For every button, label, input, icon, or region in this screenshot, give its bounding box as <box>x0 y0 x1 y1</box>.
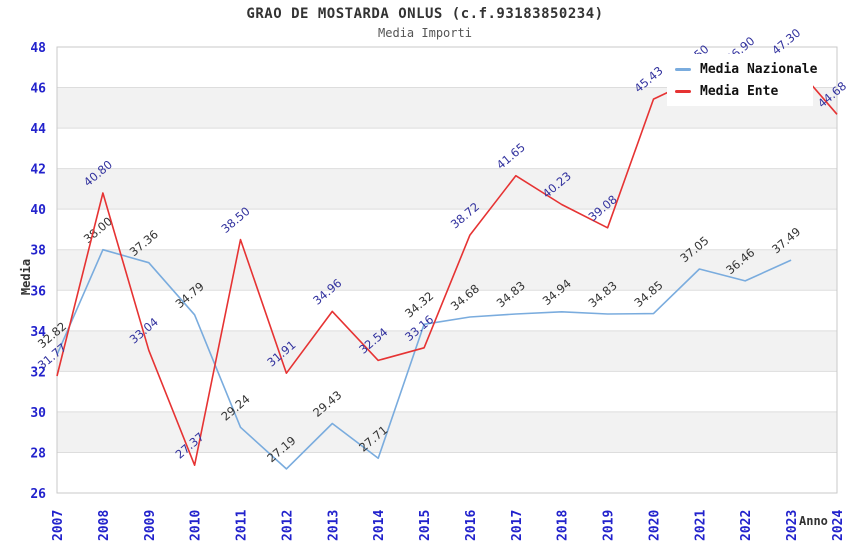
x-tick-label: 2015 <box>418 510 433 541</box>
plot-border <box>56 46 838 494</box>
x-tick-label: 2014 <box>372 510 387 541</box>
plot-band <box>57 168 837 210</box>
y-tick-label: 38 <box>30 244 46 259</box>
legend-item-label: Media Nazionale <box>700 61 818 77</box>
x-tick-label: 2017 <box>510 510 525 541</box>
y-tick-label: 46 <box>30 82 46 97</box>
series-line-nazionale <box>56 248 792 470</box>
x-tick-label: 2008 <box>97 510 112 541</box>
legend-swatch-icon <box>675 67 691 71</box>
chart-subtitle: Media Importi <box>378 26 472 40</box>
x-tick-label: 2007 <box>51 510 66 541</box>
y-tick-label: 36 <box>30 284 46 299</box>
x-tick-label: 2020 <box>647 510 662 541</box>
x-tick-label: 2009 <box>143 510 158 541</box>
y-tick-label: 30 <box>30 406 46 421</box>
x-tick-label: 2016 <box>464 510 479 541</box>
y-tick-label: 48 <box>30 41 46 56</box>
plot-band <box>57 290 837 331</box>
y-tick-label: 28 <box>30 446 46 461</box>
y-tick-label: 44 <box>30 122 46 137</box>
x-tick-label: 2018 <box>556 510 571 541</box>
plot-band <box>57 452 837 493</box>
x-tick-label: 2011 <box>235 510 250 541</box>
y-tick-label: 32 <box>30 365 46 380</box>
plot-band <box>57 128 837 169</box>
plot-band <box>57 209 837 250</box>
plot-band <box>57 371 837 412</box>
legend-item-ente: Media Ente <box>675 84 813 99</box>
y-tick-label: 40 <box>30 203 46 218</box>
x-tick-label: 2010 <box>189 510 204 541</box>
x-tick-label: 2013 <box>326 510 341 541</box>
x-tick-label: 2019 <box>602 510 617 541</box>
legend-item-label: Media Ente <box>700 83 779 99</box>
y-tick-label: 34 <box>30 325 46 340</box>
chart-title: GRAO DE MOSTARDA ONLUS (c.f.93183850234) <box>246 6 604 22</box>
legend: Media Nazionale Media Ente <box>667 54 817 106</box>
x-tick-label: 2021 <box>693 510 708 541</box>
x-tick-label: 2022 <box>739 510 754 541</box>
x-tick-label: 2023 <box>785 510 800 541</box>
plot-band <box>57 411 837 453</box>
plot-band <box>57 330 837 372</box>
x-axis-title: Anno <box>799 514 828 528</box>
x-tick-label: 2024 <box>831 510 846 541</box>
legend-swatch-icon <box>675 89 691 93</box>
y-tick-label: 26 <box>30 487 46 502</box>
plot-band <box>57 249 837 291</box>
x-tick-label: 2012 <box>280 510 295 541</box>
legend-item-nazionale: Media Nazionale <box>675 62 817 77</box>
y-tick-label: 42 <box>30 163 46 178</box>
